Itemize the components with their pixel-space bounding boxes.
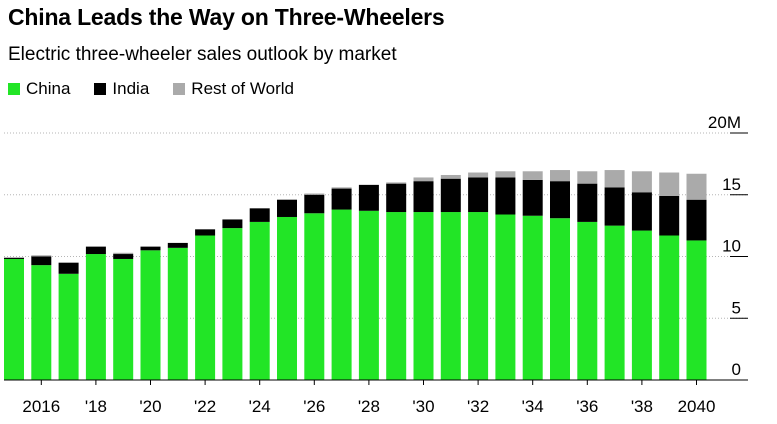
bar-india — [222, 219, 243, 229]
bar-rest-of-world — [604, 170, 625, 188]
bar-china — [58, 273, 79, 380]
bar-india — [659, 195, 680, 236]
bar-rest-of-world — [440, 174, 461, 179]
bar-china — [550, 218, 570, 380]
bar-china — [686, 240, 707, 380]
bar-rest-of-world — [577, 171, 598, 184]
bar-rest-of-world — [659, 172, 680, 196]
x-tick-label: '18 — [85, 397, 107, 416]
bar-india — [195, 229, 216, 236]
bar-india — [495, 177, 516, 215]
x-tick-label: '30 — [412, 397, 434, 416]
x-tick-label: '32 — [467, 397, 489, 416]
bar-china — [4, 258, 24, 380]
legend-item-rest-of-world: Rest of World — [173, 79, 294, 99]
bar-india — [440, 178, 461, 213]
bar-china — [631, 230, 652, 380]
bar-india — [686, 199, 707, 241]
x-tick-label: '20 — [139, 397, 161, 416]
legend-item-india: India — [94, 79, 149, 99]
bar-india — [631, 192, 652, 231]
y-tick-label: 5 — [732, 298, 741, 317]
bar-china — [413, 212, 434, 380]
bar-china — [495, 214, 516, 380]
bar-india — [58, 262, 79, 274]
x-tick-label: '28 — [358, 397, 380, 416]
bar-china — [31, 265, 52, 380]
bar-china — [659, 235, 680, 380]
bar-india — [31, 256, 52, 266]
bar-rest-of-world — [413, 177, 434, 182]
legend-label-china: China — [26, 79, 71, 98]
legend-item-china: China — [8, 79, 70, 99]
chart-subtitle: Electric three-wheeler sales outlook by … — [8, 44, 397, 65]
legend-label-rest-of-world: Rest of World — [191, 79, 294, 98]
x-tick-label: '24 — [249, 397, 271, 416]
x-tick-label: 2040 — [678, 397, 716, 416]
bar-china — [195, 235, 216, 380]
bar-india — [468, 177, 489, 213]
bar-china — [522, 215, 543, 380]
y-tick-label: 0 — [732, 360, 741, 379]
x-tick-label: '34 — [522, 397, 544, 416]
legend-swatch-china — [8, 83, 20, 95]
bar-china — [358, 210, 379, 380]
bar-india — [277, 199, 297, 217]
bar-rest-of-world — [522, 171, 543, 180]
bar-china — [167, 247, 188, 380]
bar-china — [386, 212, 407, 380]
bar-china — [440, 212, 461, 380]
bar-india — [140, 246, 161, 251]
bar-india — [167, 242, 188, 248]
bar-india — [249, 208, 270, 222]
x-tick-label: '38 — [631, 397, 653, 416]
x-tick-label: 2016 — [22, 397, 60, 416]
bar-india — [304, 194, 325, 214]
bar-rest-of-world — [331, 187, 352, 189]
bar-china — [331, 209, 352, 380]
bar-rest-of-world — [686, 173, 707, 200]
bar-china — [249, 221, 270, 380]
bar-india — [358, 184, 379, 211]
y-tick-label: 15 — [722, 175, 741, 194]
bar-rest-of-world — [386, 182, 407, 184]
bar-rest-of-world — [304, 193, 325, 195]
legend-swatch-rest-of-world — [173, 83, 186, 95]
bar-china — [304, 213, 325, 380]
x-tick-label: '22 — [194, 397, 216, 416]
bar-india — [577, 183, 598, 222]
bar-india — [331, 188, 352, 210]
bar-rest-of-world — [495, 171, 516, 178]
bar-india — [604, 187, 625, 226]
bar-rest-of-world — [113, 252, 134, 255]
bar-china — [222, 228, 243, 380]
bar-china — [468, 212, 489, 380]
bar-china — [85, 254, 106, 380]
bar-rest-of-world — [631, 171, 652, 193]
x-tick-label: '26 — [303, 397, 325, 416]
bar-china — [113, 258, 134, 380]
x-tick-label: '36 — [576, 397, 598, 416]
bar-india — [386, 183, 407, 213]
bar-rest-of-world — [468, 172, 489, 178]
legend-label-india: India — [112, 79, 150, 98]
bar-china — [140, 250, 161, 380]
bar-rest-of-world — [550, 170, 570, 182]
chart-legend: China India Rest of World — [8, 79, 318, 99]
chart-title: China Leads the Way on Three-Wheelers — [8, 4, 445, 30]
bar-india — [4, 257, 24, 259]
y-tick-label: 20M — [708, 113, 741, 132]
bar-india — [413, 181, 434, 213]
bar-china — [277, 216, 297, 380]
bar-india — [85, 246, 106, 255]
bar-china — [577, 221, 598, 380]
bar-india — [522, 179, 543, 216]
bar-rest-of-world — [31, 255, 52, 257]
bar-india — [113, 254, 134, 259]
legend-swatch-india — [94, 83, 107, 95]
y-tick-label: 10 — [722, 237, 741, 256]
bar-china — [604, 225, 625, 380]
bar-india — [550, 181, 570, 219]
